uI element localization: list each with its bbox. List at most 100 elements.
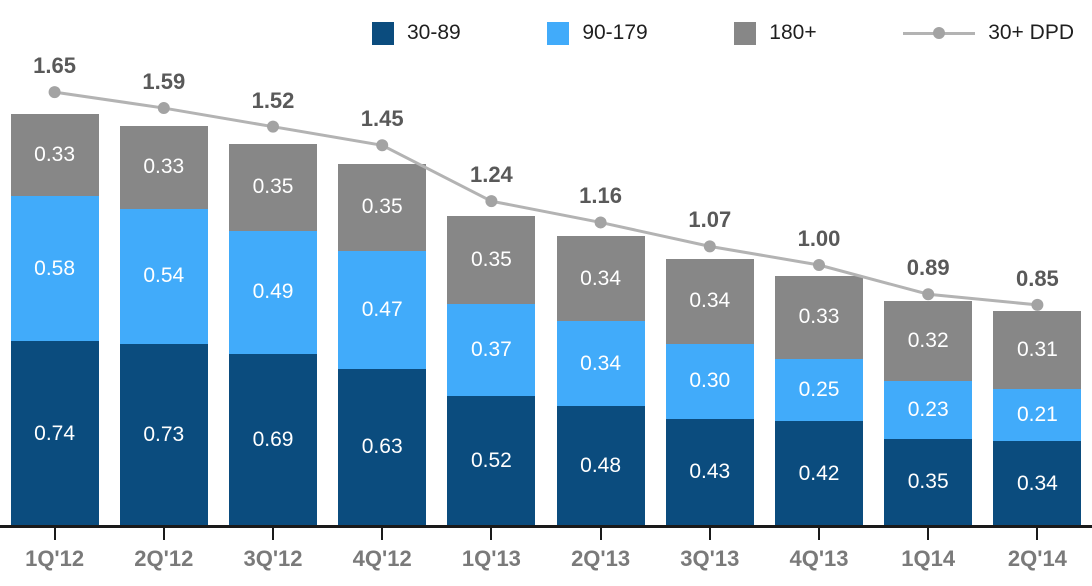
bar-segment-30-89: 0.69	[229, 353, 317, 526]
axis-tick	[272, 528, 274, 540]
legend-item-180plus: 180+	[734, 21, 817, 45]
axis-tick	[53, 528, 56, 540]
total-label: 1.16	[579, 183, 622, 209]
bar-value-label: 0.35	[907, 470, 949, 494]
line-marker	[48, 86, 61, 99]
x-axis-label: 4Q'12	[352, 546, 412, 571]
bar-segment-90-179: 0.54	[119, 208, 208, 344]
bar-segment-180+: 0.33	[775, 276, 863, 359]
bar-segment-30-89: 0.35	[884, 438, 973, 526]
total-label: 1.52	[251, 87, 295, 113]
bar-segment-180+: 0.35	[338, 163, 427, 251]
legend-swatch-30-89	[372, 21, 394, 45]
legend-line-marker-icon	[903, 26, 976, 40]
bar-value-label: 0.54	[143, 264, 185, 287]
bar-segment-90-179: 0.23	[884, 381, 973, 439]
bar-value-label: 0.34	[1016, 471, 1058, 495]
bar-value-label: 0.42	[798, 461, 840, 485]
legend-label-30plus-dpd: 30+ DPD	[988, 21, 1074, 44]
x-axis-label: 3Q'12	[243, 546, 303, 571]
bar-value-label: 0.49	[252, 280, 294, 304]
bar-segment-30-89: 0.73	[119, 343, 208, 526]
bar-segment-180+: 0.32	[884, 301, 973, 381]
legend-label-180plus: 180+	[769, 21, 817, 44]
line-marker	[922, 288, 935, 301]
bar-value-label: 0.63	[361, 435, 403, 459]
legend-swatch-180plus	[734, 21, 757, 45]
x-axis-label: 4Q'13	[789, 546, 849, 571]
x-axis-label: 3Q'13	[680, 546, 740, 571]
axis-tick	[599, 528, 602, 540]
x-axis-label: 2Q'14	[1007, 546, 1067, 571]
total-label: 0.85	[1015, 265, 1059, 291]
axis-tick	[162, 528, 165, 540]
total-label: 1.24	[469, 162, 513, 188]
bar-segment-30-89: 0.74	[10, 341, 99, 526]
axis-tick	[927, 528, 930, 540]
bar-value-label: 0.23	[907, 397, 949, 421]
bar-segment-90-179: 0.30	[665, 343, 754, 419]
bar-segment-30-89: 0.63	[338, 368, 427, 526]
x-axis-label: 1Q14	[901, 546, 956, 571]
bar-segment-90-179: 0.37	[447, 303, 536, 396]
bar-value-label: 0.33	[798, 305, 840, 329]
total-label: 0.89	[906, 255, 950, 281]
line-marker	[267, 120, 279, 133]
bar-value-label: 0.69	[252, 427, 294, 451]
legend-item-30-89: 30-89	[372, 21, 461, 45]
bar-value-label: 0.35	[252, 175, 294, 199]
bar-value-label: 0.33	[143, 155, 185, 179]
x-axis-label: 1Q'12	[25, 546, 85, 571]
legend-label-30-89: 30-89	[407, 21, 461, 44]
bar-value-label: 0.37	[470, 337, 512, 361]
bar-value-label: 0.34	[580, 266, 622, 290]
axis-tick	[708, 528, 711, 540]
line-marker	[813, 259, 825, 271]
bar-value-label: 0.73	[143, 422, 185, 446]
bar-value-label: 0.25	[798, 377, 840, 401]
bar-value-label: 0.34	[689, 289, 731, 312]
x-axis-label: 1Q'13	[461, 546, 521, 571]
bar-segment-90-179: 0.47	[338, 251, 427, 369]
axis-tick	[381, 528, 384, 540]
line-marker	[485, 195, 498, 208]
x-axis-label: 2Q'12	[134, 546, 194, 571]
bar-value-label: 0.32	[907, 329, 949, 352]
bar-value-label: 0.34	[580, 351, 622, 375]
bar-value-label: 0.43	[689, 460, 731, 484]
bar-value-label: 0.30	[689, 369, 731, 392]
bar-value-label: 0.47	[361, 297, 403, 321]
bar-segment-30-89: 0.48	[556, 406, 645, 526]
bar-segment-180+: 0.31	[993, 311, 1082, 389]
x-axis-label: 2Q'13	[571, 546, 631, 571]
bar-segment-180+: 0.35	[229, 143, 317, 231]
total-label: 1.00	[797, 226, 841, 251]
bar-segment-180+: 0.33	[119, 126, 208, 209]
bar-value-label: 0.48	[580, 454, 622, 477]
chart-legend: 30-89 90-179 180+ 30+ DPD	[372, 13, 1074, 53]
bar-segment-30-89: 0.52	[447, 396, 536, 526]
bar-value-label: 0.58	[34, 256, 76, 280]
bar-segment-30-89: 0.34	[993, 441, 1082, 526]
bar-value-label: 0.33	[34, 142, 76, 166]
axis-tick	[818, 528, 820, 540]
bar-value-label: 0.31	[1016, 337, 1058, 361]
bar-segment-180+: 0.33	[10, 113, 99, 196]
line-marker	[1031, 298, 1044, 311]
bar-segment-90-179: 0.34	[556, 321, 645, 406]
x-axis-line	[0, 525, 1092, 528]
line-marker	[594, 216, 607, 229]
bar-segment-90-179: 0.25	[775, 358, 863, 421]
bar-segment-180+: 0.35	[447, 216, 536, 304]
total-label: 1.45	[360, 106, 404, 132]
bar-segment-30-89: 0.42	[775, 421, 863, 526]
line-marker	[157, 102, 170, 115]
axis-tick	[1036, 528, 1039, 540]
bar-value-label: 0.74	[34, 421, 76, 445]
total-label: 1.65	[33, 53, 76, 79]
legend-item-30plus-dpd: 30+ DPD	[903, 21, 1074, 45]
line-marker	[703, 240, 716, 253]
axis-tick	[490, 528, 493, 540]
bar-value-label: 0.35	[470, 247, 512, 271]
